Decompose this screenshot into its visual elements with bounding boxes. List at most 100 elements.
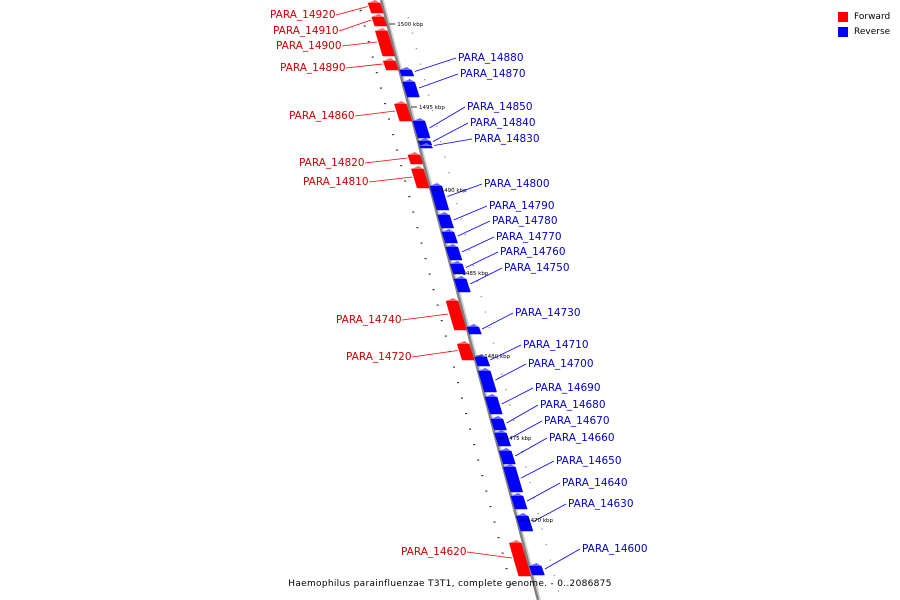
position-dot — [493, 521, 496, 523]
position-dot — [363, 25, 366, 27]
gene-label[interactable]: PARA_14620 — [401, 546, 467, 558]
strand-legend: Forward Reverse — [838, 9, 890, 39]
position-dot — [473, 444, 476, 446]
legend-reverse: Reverse — [838, 24, 890, 39]
gene-label[interactable]: PARA_14710 — [523, 339, 589, 351]
gene-feature-cap — [445, 244, 458, 247]
position-dot — [477, 459, 480, 461]
position-dot — [553, 575, 556, 577]
gene-feature-cap — [437, 212, 450, 215]
position-dot — [557, 590, 560, 592]
label-leader — [481, 312, 514, 330]
gene-feature-cap — [466, 324, 479, 327]
gene-label[interactable]: PARA_14730 — [515, 307, 581, 319]
scale-tick-label: 1480 kbp — [484, 354, 510, 360]
position-dot — [513, 420, 515, 422]
gene-feature-cap — [429, 183, 442, 186]
gene-label[interactable]: PARA_14810 — [303, 176, 369, 188]
gene-feature[interactable] — [399, 69, 415, 77]
position-dot — [505, 568, 508, 570]
gene-feature-cap — [383, 58, 396, 61]
gene-feature-cap — [418, 138, 431, 141]
scale-ticks: 1500 kbp 1495 kbp 1490 kbp 1485 kbp 1480 kbp… — [389, 22, 554, 524]
gene-label[interactable]: PARA_14900 — [276, 40, 342, 52]
gene-label[interactable]: PARA_14820 — [299, 157, 365, 169]
label-leader — [345, 63, 383, 69]
position-dot — [460, 218, 462, 220]
gene-label[interactable]: PARA_14920 — [270, 9, 336, 21]
position-dot — [509, 583, 512, 585]
position-dot — [416, 227, 419, 229]
legend-reverse-label: Reverse — [854, 26, 891, 37]
label-leader — [495, 363, 527, 381]
reverse-swatch — [838, 26, 848, 37]
position-dot — [488, 327, 491, 329]
position-dot — [464, 234, 466, 236]
label-leader — [490, 344, 522, 361]
label-leader — [429, 106, 466, 129]
gene-label[interactable]: PARA_14650 — [556, 455, 622, 467]
gene-label[interactable]: PARA_14700 — [528, 358, 594, 370]
gene-feature-cap — [457, 341, 470, 344]
map-caption: Haemophilus parainfluenzae T3T1, complet… — [288, 579, 612, 589]
position-dot — [496, 358, 499, 360]
gene-label[interactable]: PARA_14790 — [489, 200, 555, 212]
gene-label[interactable]: PARA_14840 — [470, 117, 536, 129]
gene-label[interactable]: PARA_14760 — [500, 246, 566, 258]
label-leader — [465, 251, 499, 268]
position-dot — [476, 280, 479, 282]
position-dot — [484, 311, 487, 313]
gene-label[interactable]: PARA_14660 — [549, 432, 615, 444]
gene-label[interactable]: PARA_14890 — [280, 62, 346, 74]
gene-feature-cap — [509, 540, 522, 543]
gene-label[interactable]: PARA_14870 — [460, 68, 526, 80]
label-leader — [526, 482, 561, 502]
gene-feature-cap — [368, 0, 380, 3]
gene-features — [367, 0, 545, 577]
gene-label[interactable]: PARA_14720 — [346, 351, 412, 363]
label-leaders — [335, 6, 581, 570]
gene-feature[interactable] — [418, 145, 434, 149]
gene-feature-cap — [490, 416, 503, 419]
gene-feature-cap — [494, 430, 507, 433]
gene-feature-cap — [441, 229, 454, 232]
gene-label[interactable]: PARA_14680 — [540, 399, 606, 411]
gene-label[interactable]: PARA_14770 — [496, 231, 562, 243]
position-dot — [452, 366, 455, 368]
position-dot — [489, 506, 492, 508]
gene-label[interactable]: PARA_14910 — [273, 25, 339, 37]
position-dot — [472, 265, 474, 267]
gene-label[interactable]: PARA_14860 — [289, 110, 355, 122]
gene-label[interactable]: PARA_14780 — [492, 215, 558, 227]
position-dot — [419, 63, 422, 65]
gene-feature-cap — [419, 143, 432, 146]
position-dot — [549, 559, 552, 561]
label-leader — [453, 205, 488, 221]
gene-label[interactable]: PARA_14880 — [458, 52, 524, 64]
position-dot — [379, 87, 382, 89]
label-leader — [532, 503, 567, 523]
label-leader — [354, 110, 396, 117]
gene-feature-cap — [375, 28, 388, 31]
position-dot — [509, 404, 511, 406]
label-leader — [341, 41, 378, 47]
label-leader — [414, 57, 457, 72]
position-dot — [541, 528, 543, 530]
position-dot — [517, 435, 519, 437]
legend-forward-label: Forward — [854, 11, 891, 22]
gene-label[interactable]: PARA_14850 — [467, 101, 533, 113]
gene-label[interactable]: PARA_14690 — [535, 382, 601, 394]
gene-label[interactable]: PARA_14830 — [474, 133, 540, 145]
gene-label[interactable]: PARA_14670 — [544, 415, 610, 427]
gene-label[interactable]: PARA_14740 — [336, 314, 402, 326]
gene-label[interactable]: PARA_14630 — [568, 498, 634, 510]
gene-label[interactable]: PARA_14800 — [484, 178, 550, 190]
label-leader — [461, 236, 495, 253]
gene-label[interactable]: PARA_14600 — [582, 543, 648, 555]
position-dot — [448, 172, 450, 174]
gene-label[interactable]: PARA_14750 — [504, 262, 570, 274]
scale-tick-label: 1495 kbp — [419, 105, 445, 111]
gene-feature[interactable] — [466, 326, 482, 335]
position-dot — [468, 249, 470, 251]
gene-label[interactable]: PARA_14640 — [562, 477, 628, 489]
